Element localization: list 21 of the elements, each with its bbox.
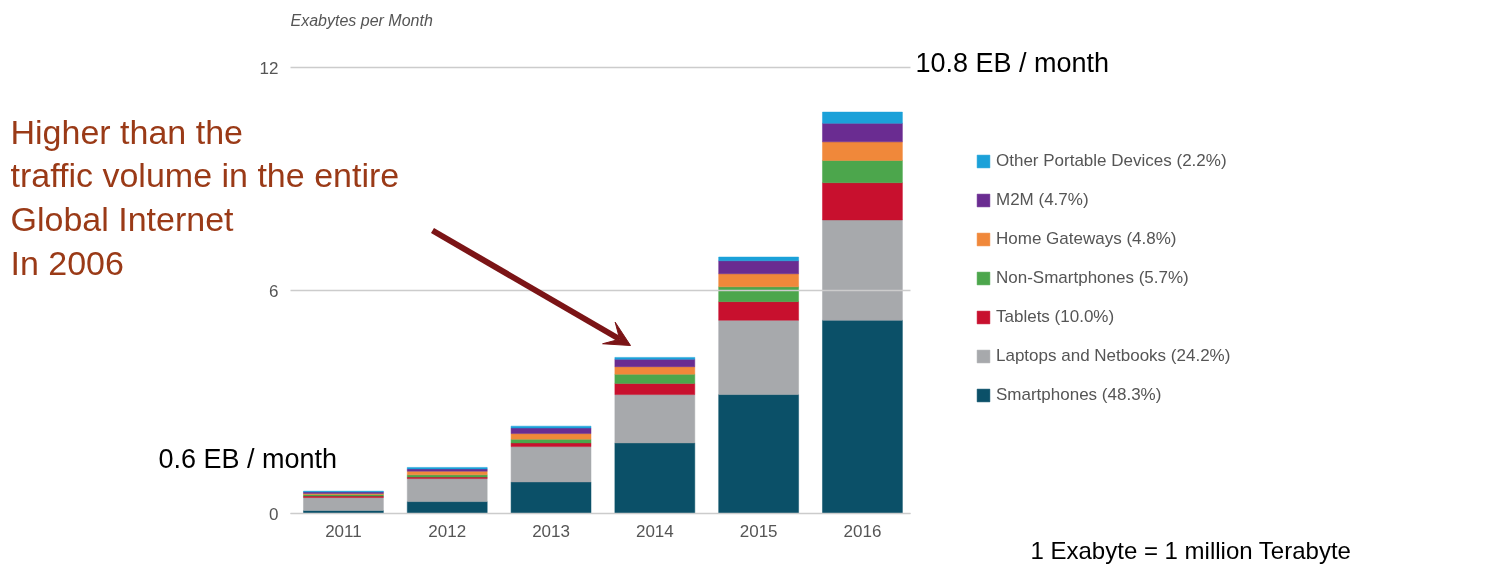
legend-label: Smartphones (48.3%)	[996, 385, 1162, 405]
legend-label: Other Portable Devices (2.2%)	[996, 151, 1227, 171]
x-tick-label: 2011	[325, 521, 362, 541]
annotation: Higher than the traffic volume in the entire Global Internet In 2006	[10, 112, 400, 282]
x-tick-label: 2015	[739, 521, 778, 541]
legend-label: Home Gateways (4.8%)	[996, 229, 1177, 249]
y-tick-label: 0	[269, 504, 279, 524]
x-tick-label: 2016	[843, 521, 882, 541]
x-tick-label: 2014	[635, 521, 674, 541]
legend-label: Laptops and Netbooks (24.2%)	[996, 346, 1231, 366]
y-axis-title: Exabytes per Month	[290, 12, 433, 29]
annotation: 0.6 EB / month	[158, 443, 338, 474]
legend-label: Non-Smartphones (5.7%)	[996, 268, 1189, 288]
text: 1 Exabyte = 1 million Terabyte	[1030, 537, 1351, 564]
x-tick-label: 2012	[428, 521, 467, 541]
legend-label: Tablets (10.0%)	[996, 307, 1115, 327]
x-tick-label: 2013	[532, 521, 570, 541]
y-tick-label: 6	[269, 281, 279, 301]
y-tick-label: 12	[259, 58, 279, 78]
text: 10.8 EB / month	[915, 47, 1110, 78]
legend-label: M2M (4.7%)	[996, 190, 1089, 210]
